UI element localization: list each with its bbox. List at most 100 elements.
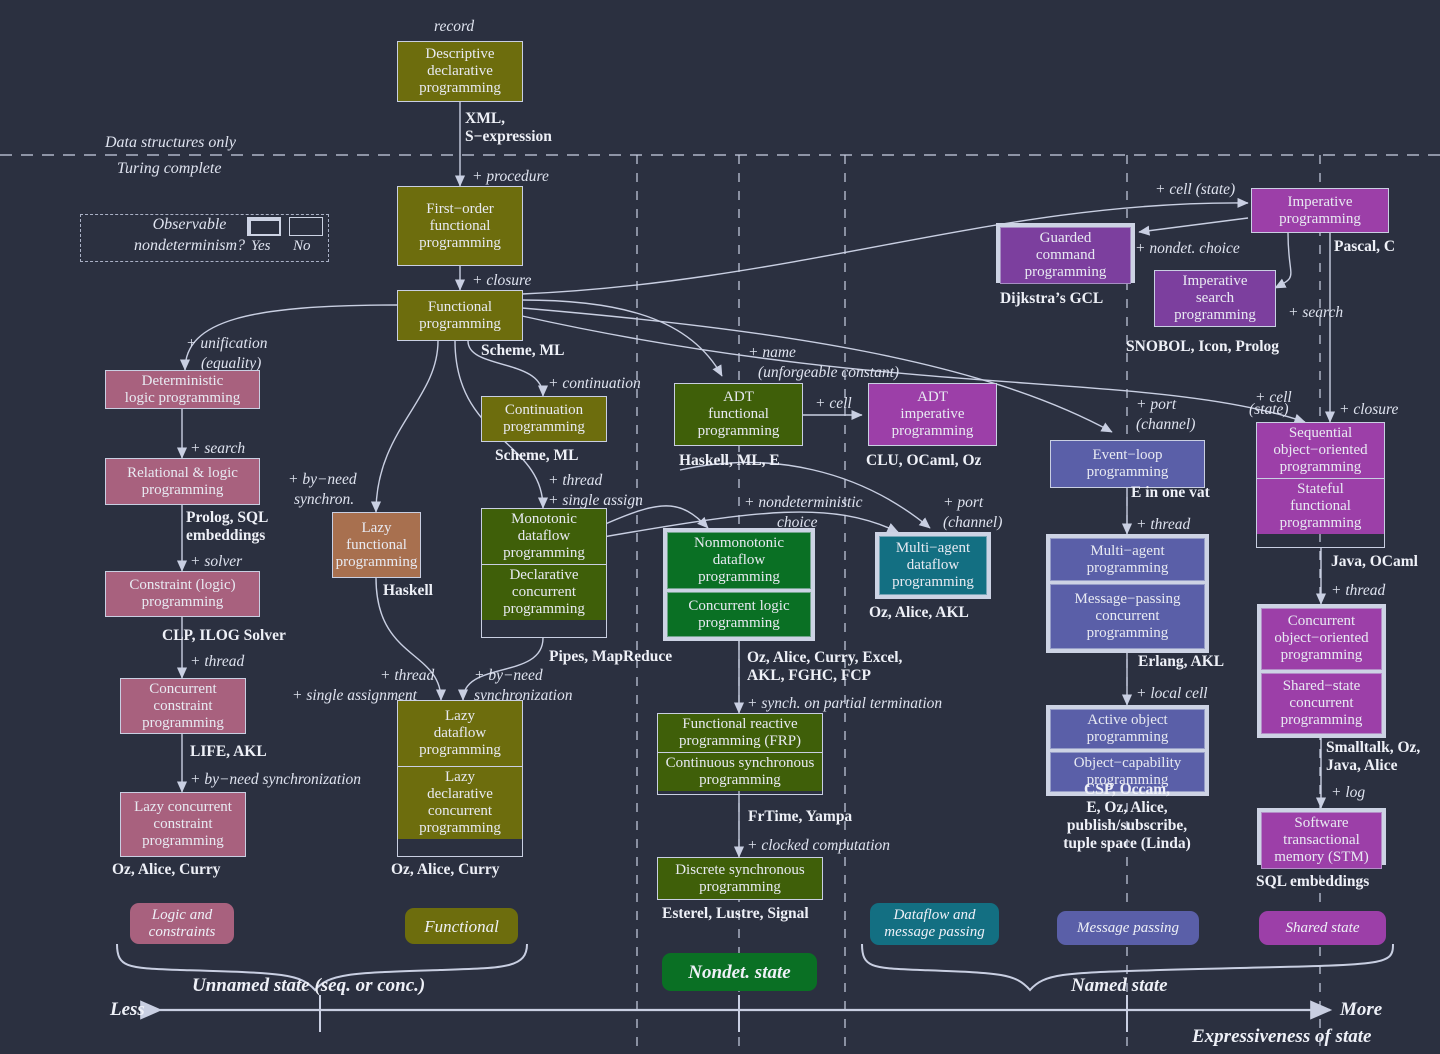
box-stm[interactable]: Software transactional memory (STM) xyxy=(1261,812,1382,869)
box-lazy-functional[interactable]: Lazy functional programming xyxy=(332,512,421,578)
lang-clp: CLP, ILOG Solver xyxy=(162,627,286,644)
divider-caption-data-structures: Data structures only xyxy=(105,134,236,151)
box-sequential-oo[interactable]: Sequential object−oriented programming xyxy=(1257,423,1384,479)
edge-label-thread-1: + thread xyxy=(190,653,245,670)
edge-label-record: record xyxy=(434,18,475,35)
edge-label-thread-4: + thread xyxy=(1136,516,1191,533)
edge-label-continuation: + continuation xyxy=(548,375,641,392)
box-active-object[interactable]: Active object programming xyxy=(1050,709,1205,749)
lang-erlang-akl: Erlang, AKL xyxy=(1138,653,1225,670)
box-continuation[interactable]: Continuation programming xyxy=(481,396,607,442)
edge-label-cell: + cell xyxy=(815,395,852,412)
lang-sql-embeddings: SQL embeddings xyxy=(1256,873,1370,890)
box-imperative[interactable]: Imperative programming xyxy=(1251,188,1389,233)
legend-yes-label: Yes xyxy=(251,238,271,254)
edge-label-cell-state: + cell (state) xyxy=(1155,181,1236,198)
box-discrete-synchronous[interactable]: Discrete synchronous programming xyxy=(657,857,823,900)
group-stm: Software transactional memory (STM) xyxy=(1257,808,1386,869)
box-lazy-concurrent-constraint[interactable]: Lazy concurrent constraint programming xyxy=(120,792,246,857)
axis-label-less: Less xyxy=(110,999,145,1020)
edge-label-port2-l1: + port xyxy=(1136,396,1177,413)
stack-reactive: Functional reactive programming (FRP) Co… xyxy=(657,713,823,795)
lang-scheme-ml-2: Scheme, ML xyxy=(495,447,579,464)
edge-label-log: + log xyxy=(1331,784,1366,801)
footer-pill-dataflow-and-message-passing[interactable]: Dataflow and message passing xyxy=(870,903,999,945)
edge-label-closure: + closure xyxy=(472,272,532,289)
legend-question-line2: nondeterminism? xyxy=(133,237,246,254)
box-concurrent-oo[interactable]: Concurrent object−oriented programming xyxy=(1261,608,1382,670)
box-deterministic-logic[interactable]: Deterministic logic programming xyxy=(105,370,260,409)
box-concurrent-logic[interactable]: Concurrent logic programming xyxy=(667,592,811,637)
box-monotonic-dataflow[interactable]: Monotonic dataflow programming xyxy=(482,509,606,565)
box-shared-state-concurrent[interactable]: Shared−state concurrent programming xyxy=(1261,672,1382,734)
box-multi-agent[interactable]: Multi−agent programming xyxy=(1050,538,1205,581)
box-lazy-declarative-concurrent[interactable]: Lazy declarative concurrent programming xyxy=(398,767,522,839)
footer-pill-message-passing[interactable]: Message passing xyxy=(1057,911,1199,945)
edge-label-unification: + unification xyxy=(186,335,268,352)
edge-label-by-need-sync-l2: synchronization xyxy=(474,687,573,704)
lang-pascal-c: Pascal, C xyxy=(1334,238,1396,255)
box-stateful-functional[interactable]: Stateful functional programming xyxy=(1257,479,1384,534)
footer-pill-shared-state[interactable]: Shared state xyxy=(1259,911,1386,945)
box-descriptive-declarative[interactable]: Descriptive declarative programming xyxy=(397,41,523,102)
lang-haskell-ml-e: Haskell, ML, E xyxy=(679,452,780,469)
edge-label-closure-2: + closure xyxy=(1339,401,1399,418)
edge-label-procedure: + procedure xyxy=(472,168,549,185)
lang-oz-alice-curry-1: Oz, Alice, Curry xyxy=(112,861,221,878)
box-functional[interactable]: Functional programming xyxy=(397,290,523,341)
lang-oz-alice-curry-excel: Oz, Alice, Curry, Excel, AKL, FGHC, FCP xyxy=(747,649,903,684)
edge-label-thread-2: + thread xyxy=(548,472,603,489)
group-guarded-command: Guarded command programming xyxy=(996,223,1135,284)
group-concurrent-oo: Concurrent object−oriented programming S… xyxy=(1257,604,1386,738)
lang-xml: XML, S−expression xyxy=(465,110,552,145)
legend-no-swatch xyxy=(289,217,323,236)
box-first-order-functional[interactable]: First−order functional programming xyxy=(397,186,523,266)
lang-e-in-one-vat: E in one vat xyxy=(1131,484,1210,501)
lang-scheme-ml-1: Scheme, ML xyxy=(481,342,565,359)
group-multi-agent-dataflow: Multi−agent dataflow programming xyxy=(875,532,991,599)
lang-oz-alice-curry-2: Oz, Alice, Curry xyxy=(391,861,500,878)
box-continuous-synchronous[interactable]: Continuous synchronous programming xyxy=(658,753,822,791)
lang-life-akl: LIFE, AKL xyxy=(190,743,267,760)
legend-yes-swatch xyxy=(247,217,281,236)
edge-label-thread-5: + thread xyxy=(1331,582,1386,599)
edge-label-by-need-l1: + by−need xyxy=(288,471,357,488)
box-adt-functional[interactable]: ADT functional programming xyxy=(674,383,803,446)
box-adt-imperative[interactable]: ADT imperative programming xyxy=(868,383,997,446)
box-event-loop[interactable]: Event−loop programming xyxy=(1050,440,1205,488)
box-concurrent-constraint[interactable]: Concurrent constraint programming xyxy=(120,678,246,734)
edge-label-single-assign: + single assign xyxy=(548,492,643,509)
lang-csp-occam: CSP, Occam, E, Oz, Alice, publish/subscr… xyxy=(1063,781,1191,852)
lang-pipes-mapreduce: Pipes, MapReduce xyxy=(549,648,673,665)
box-relational-logic[interactable]: Relational & logic programming xyxy=(105,458,260,505)
footer-pill-nondet-state[interactable]: Nondet. state xyxy=(662,953,817,991)
edge-label-by-need-l2: synchron. xyxy=(294,491,355,508)
lang-java-ocaml: Java, OCaml xyxy=(1331,553,1418,570)
edge-label-nondet-choice-l2: choice xyxy=(777,514,818,531)
stack-monotonic-declarative: Monotonic dataflow programming Declarati… xyxy=(481,508,607,638)
box-object-capability[interactable]: Object−capability programming xyxy=(1050,752,1205,792)
lang-smalltalk: Smalltalk, Oz, Java, Alice xyxy=(1326,739,1421,774)
box-declarative-concurrent[interactable]: Declarative concurrent programming xyxy=(482,565,606,620)
box-lazy-dataflow[interactable]: Lazy dataflow programming xyxy=(398,701,522,767)
box-guarded-command[interactable]: Guarded command programming xyxy=(1000,227,1131,284)
box-functional-reactive[interactable]: Functional reactive programming (FRP) xyxy=(658,714,822,753)
box-multi-agent-dataflow[interactable]: Multi−agent dataflow programming xyxy=(879,536,987,595)
edge-label-cell2-l2: (state) xyxy=(1249,401,1289,418)
box-message-passing-concurrent[interactable]: Message−passing concurrent programming xyxy=(1050,584,1205,649)
group-message-passing: Multi−agent programming Message−passing … xyxy=(1046,534,1209,653)
footer-pill-logic-and-constraints[interactable]: Logic and constraints xyxy=(130,903,234,944)
edge-label-solver: + solver xyxy=(190,553,243,570)
box-imperative-search[interactable]: Imperative search programming xyxy=(1154,270,1276,327)
edge-label-single-assignment: + single assignment xyxy=(292,687,417,704)
lang-snobol: SNOBOL, Icon, Prolog xyxy=(1126,338,1280,355)
footer-pill-functional[interactable]: Functional xyxy=(405,908,518,944)
box-constraint-logic[interactable]: Constraint (logic) programming xyxy=(105,571,260,617)
edge-label-by-need-sync-long: + by−need synchronization xyxy=(190,771,362,788)
axis-label-more: More xyxy=(1340,999,1383,1020)
group-nondeterministic-dataflow: Nonmonotonic dataflow programming Concur… xyxy=(663,528,815,641)
lang-oz-alice-akl: Oz, Alice, AKL xyxy=(869,604,969,621)
brace-label-named-state: Named state xyxy=(1071,975,1168,996)
box-nonmonotonic-dataflow[interactable]: Nonmonotonic dataflow programming xyxy=(667,532,811,589)
